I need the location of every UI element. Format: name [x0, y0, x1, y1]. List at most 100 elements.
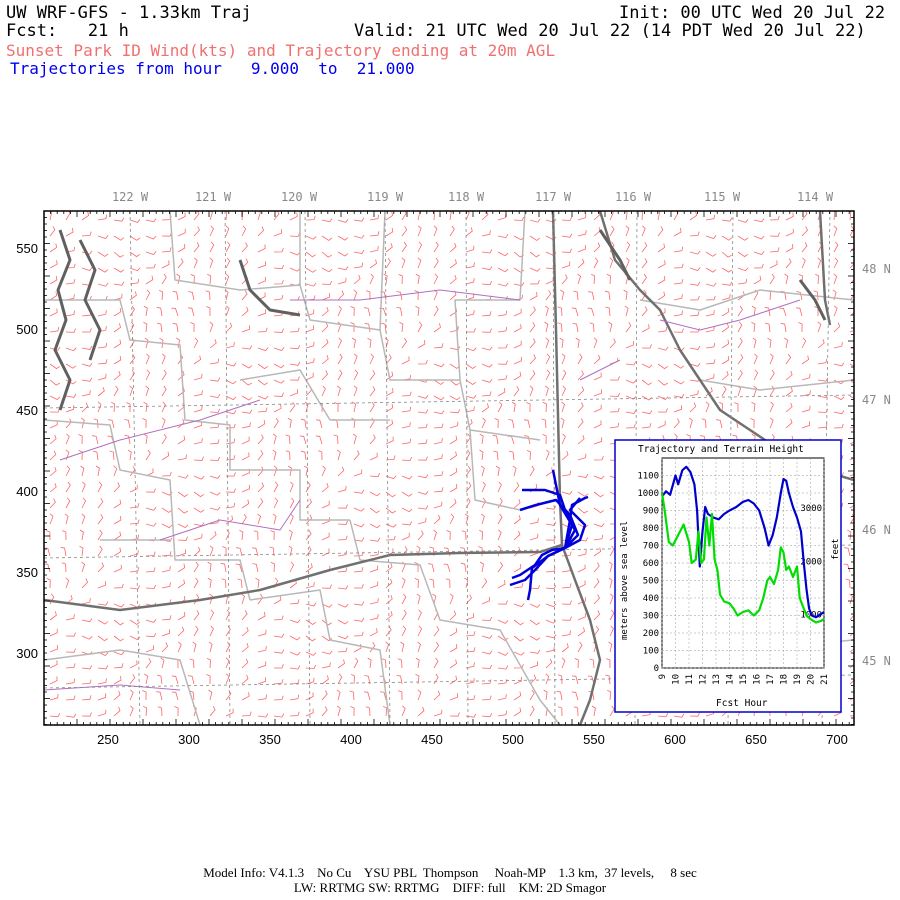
- inset-y-tick: 700: [643, 542, 659, 552]
- wind-barb: [385, 595, 393, 605]
- wind-barb: [449, 643, 458, 653]
- wind-barb: [209, 257, 214, 269]
- wind-barb: [241, 290, 248, 301]
- wind-barb: [255, 577, 260, 589]
- wind-barb: [145, 633, 157, 638]
- wind-barb: [481, 211, 489, 221]
- wind-barb: [529, 279, 540, 285]
- wind-barb: [784, 337, 789, 349]
- wind-barb: [257, 612, 266, 621]
- wind-barb: [465, 678, 475, 685]
- wind-barb: [209, 609, 215, 621]
- wind-barb: [764, 306, 771, 317]
- wind-barb: [497, 481, 502, 493]
- wind-barb: [401, 491, 413, 497]
- wind-barb: [737, 321, 743, 333]
- wind-barb: [449, 498, 457, 509]
- wind-barb: [353, 217, 365, 222]
- wind-barb: [81, 561, 86, 573]
- wind-barb: [417, 395, 429, 399]
- wind-barb: [557, 306, 563, 317]
- wind-barb: [606, 658, 611, 669]
- wind-barb: [465, 347, 477, 352]
- wind-barb: [577, 550, 587, 557]
- wind-barb: [481, 650, 493, 655]
- wind-barb: [193, 373, 203, 381]
- wind-barb: [449, 421, 459, 429]
- wind-barb: [337, 305, 342, 317]
- wind-barb: [97, 581, 106, 589]
- wind-barb: [225, 225, 230, 237]
- wind-barb: [641, 273, 647, 285]
- wind-barb: [257, 482, 265, 493]
- wind-barb: [97, 513, 104, 525]
- wind-barb: [396, 307, 403, 317]
- inset-series: [660, 465, 825, 624]
- wind-barb: [449, 395, 461, 401]
- wind-barb: [385, 535, 396, 541]
- wind-barb: [577, 370, 584, 381]
- wind-barb: [49, 420, 58, 429]
- wind-barb: [401, 577, 406, 589]
- wind-barb: [657, 346, 669, 351]
- wind-barb: [590, 273, 596, 285]
- wind-barb: [817, 358, 828, 365]
- wind-barb: [513, 235, 525, 241]
- wind-barb: [353, 289, 358, 301]
- wind-barb: [161, 232, 172, 237]
- wind-barb: [369, 523, 381, 529]
- wind-barb: [801, 355, 810, 365]
- wind-barb: [849, 648, 854, 653]
- wind-barb: [273, 679, 284, 685]
- wind-barb: [545, 505, 557, 510]
- wind-barb: [513, 676, 522, 685]
- wind-barb: [81, 598, 91, 605]
- wind-barb: [397, 658, 403, 669]
- wind-barb: [113, 323, 121, 333]
- inset-x-tick: 18: [780, 674, 790, 685]
- wind-barb: [605, 674, 611, 685]
- wind-barb: [465, 406, 475, 413]
- wind-barb: [81, 497, 87, 509]
- wind-barb: [705, 373, 715, 381]
- wind-barb: [798, 322, 803, 333]
- wind-barb: [81, 211, 90, 221]
- wind-barb: [352, 401, 357, 413]
- inset-y-tick: 900: [643, 507, 659, 517]
- wind-barb: [305, 325, 314, 333]
- wind-barb: [465, 594, 472, 605]
- wind-barb: [113, 676, 122, 685]
- wind-barb: [193, 421, 203, 429]
- wind-barb: [305, 677, 315, 685]
- wind-barb: [49, 593, 55, 605]
- wind-barb: [209, 530, 217, 541]
- wind-barb: [481, 634, 493, 639]
- wind-barb: [849, 426, 854, 429]
- wind-barb: [529, 635, 541, 641]
- wind-barb: [545, 449, 550, 461]
- wind-barb: [689, 267, 701, 271]
- wind-barb: [337, 659, 345, 669]
- wind-barb: [273, 392, 284, 397]
- wind-barb: [353, 369, 359, 381]
- wind-barb: [460, 562, 467, 573]
- wind-barb: [497, 387, 506, 397]
- wind-barb: [481, 596, 490, 605]
- wind-barb: [225, 609, 231, 621]
- wind-barb: [591, 705, 596, 717]
- wind-barb: [129, 267, 141, 272]
- wind-barb: [673, 363, 685, 369]
- wind-barb: [609, 376, 620, 381]
- wind-barb: [382, 705, 388, 717]
- wind-barb: [305, 267, 317, 273]
- wind-barb: [497, 513, 503, 525]
- wind-barb: [270, 530, 275, 541]
- wind-barb: [433, 438, 443, 445]
- inset-y-tick: 500: [643, 577, 659, 587]
- wind-barb: [145, 385, 150, 397]
- wind-barb: [609, 545, 615, 557]
- wind-barb: [417, 409, 429, 414]
- wind-barb: [849, 513, 854, 525]
- wind-barb: [241, 395, 253, 401]
- wind-barb: [65, 405, 75, 413]
